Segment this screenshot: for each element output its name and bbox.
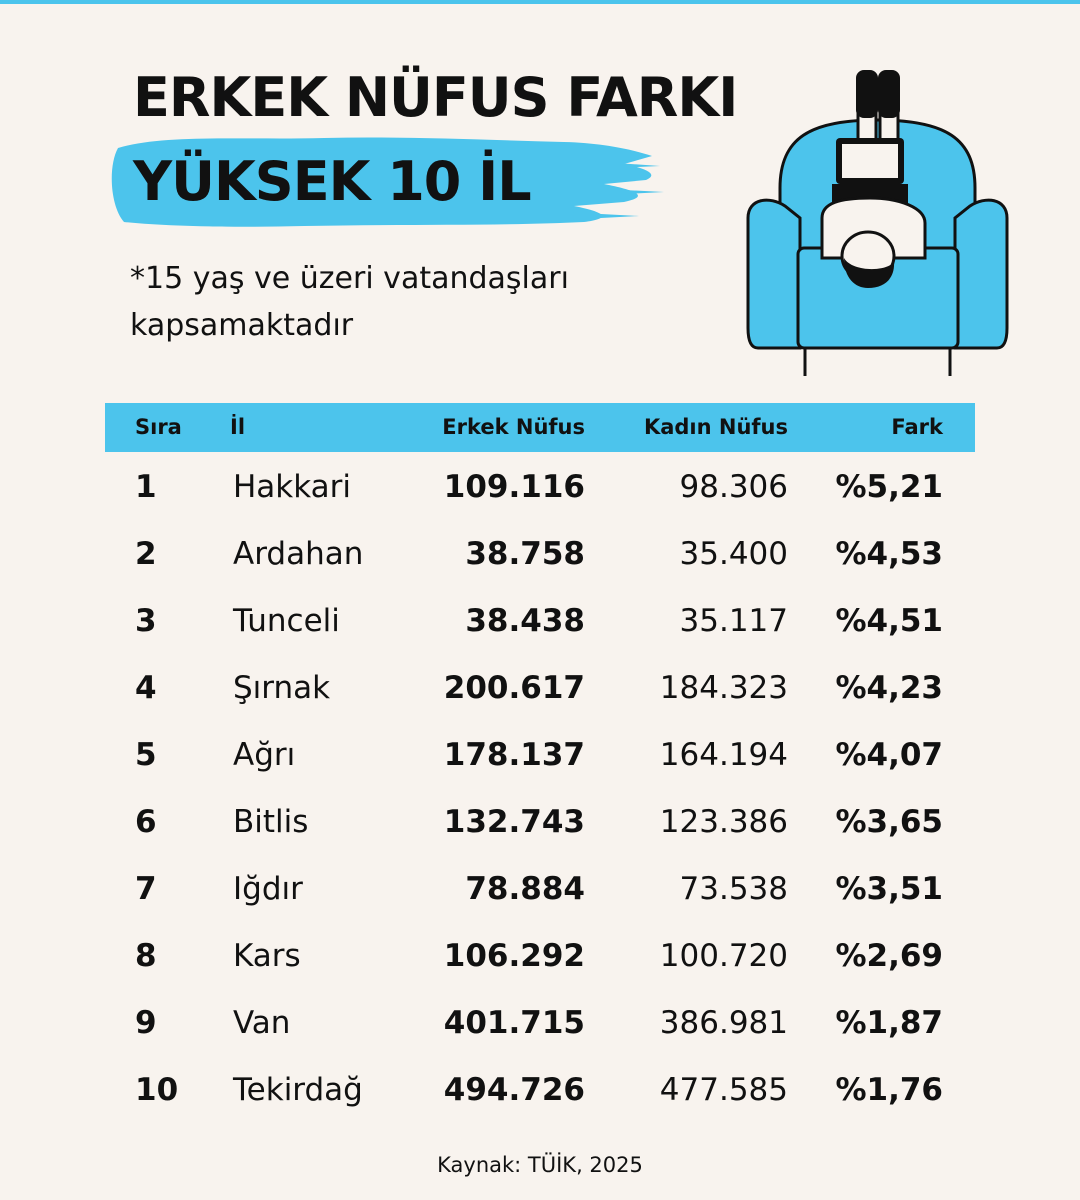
difference-cell: %1,87 bbox=[835, 1005, 943, 1041]
table-row: 2 Ardahan 38.758 35.400 %4,53 bbox=[105, 522, 975, 589]
table-row: 5 Ağrı 178.137 164.194 %4,07 bbox=[105, 723, 975, 790]
city-cell: Tunceli bbox=[233, 603, 340, 639]
difference-cell: %2,69 bbox=[835, 938, 943, 974]
table-body: 1 Hakkari 109.116 98.306 %5,21 2 Ardahan… bbox=[105, 455, 975, 1125]
header-city: İl bbox=[230, 415, 246, 439]
top-border bbox=[0, 0, 1080, 4]
difference-cell: %1,76 bbox=[835, 1072, 943, 1108]
female-population-cell: 123.386 bbox=[659, 804, 788, 840]
rank-cell: 5 bbox=[135, 737, 157, 773]
city-cell: Iğdır bbox=[233, 871, 303, 907]
female-population-cell: 184.323 bbox=[659, 670, 788, 706]
rank-cell: 7 bbox=[135, 871, 157, 907]
table-row: 10 Tekirdağ 494.726 477.585 %1,76 bbox=[105, 1058, 975, 1125]
female-population-cell: 386.981 bbox=[659, 1005, 788, 1041]
table-row: 1 Hakkari 109.116 98.306 %5,21 bbox=[105, 455, 975, 522]
female-population-cell: 477.585 bbox=[659, 1072, 788, 1108]
difference-cell: %5,21 bbox=[835, 469, 943, 505]
male-population-cell: 38.758 bbox=[465, 536, 585, 572]
city-cell: Van bbox=[233, 1005, 291, 1041]
rank-cell: 9 bbox=[135, 1005, 157, 1041]
female-population-cell: 164.194 bbox=[659, 737, 788, 773]
male-population-cell: 401.715 bbox=[443, 1005, 585, 1041]
difference-cell: %4,51 bbox=[835, 603, 943, 639]
header-female-population: Kadın Nüfus bbox=[643, 415, 788, 439]
female-population-cell: 35.400 bbox=[679, 536, 788, 572]
female-population-cell: 98.306 bbox=[679, 469, 788, 505]
city-cell: Ağrı bbox=[233, 737, 296, 773]
rank-cell: 8 bbox=[135, 938, 157, 974]
rank-cell: 1 bbox=[135, 469, 157, 505]
rank-cell: 6 bbox=[135, 804, 157, 840]
header-difference: Fark bbox=[891, 415, 943, 439]
brush-stroke-highlight bbox=[111, 137, 664, 227]
male-population-cell: 38.438 bbox=[465, 603, 585, 639]
difference-cell: %4,53 bbox=[835, 536, 943, 572]
male-population-cell: 106.292 bbox=[443, 938, 585, 974]
table-row: 8 Kars 106.292 100.720 %2,69 bbox=[105, 924, 975, 991]
table-header: Sıra İl Erkek Nüfus Kadın Nüfus Fark bbox=[105, 403, 975, 452]
table-row: 3 Tunceli 38.438 35.117 %4,51 bbox=[105, 589, 975, 656]
table-row: 9 Van 401.715 386.981 %1,87 bbox=[105, 991, 975, 1058]
male-population-cell: 178.137 bbox=[443, 737, 585, 773]
city-cell: Tekirdağ bbox=[233, 1072, 363, 1108]
person-in-armchair-with-laptop-icon bbox=[746, 70, 1009, 376]
difference-cell: %3,51 bbox=[835, 871, 943, 907]
female-population-cell: 100.720 bbox=[659, 938, 788, 974]
city-cell: Kars bbox=[233, 938, 301, 974]
female-population-cell: 73.538 bbox=[679, 871, 788, 907]
header-rank: Sıra bbox=[135, 415, 182, 439]
difference-cell: %3,65 bbox=[835, 804, 943, 840]
title-line-2: YÜKSEK 10 İL bbox=[133, 150, 532, 213]
table-row: 6 Bitlis 132.743 123.386 %3,65 bbox=[105, 790, 975, 857]
header-male-population: Erkek Nüfus bbox=[442, 415, 585, 439]
city-cell: Hakkari bbox=[233, 469, 352, 505]
table-row: 4 Şırnak 200.617 184.323 %4,23 bbox=[105, 656, 975, 723]
female-population-cell: 35.117 bbox=[679, 603, 788, 639]
coverage-note: *15 yaş ve üzeri vatandaşları kapsamakta… bbox=[130, 261, 569, 343]
difference-cell: %4,23 bbox=[835, 670, 943, 706]
city-cell: Ardahan bbox=[233, 536, 364, 572]
city-cell: Bitlis bbox=[233, 804, 309, 840]
rank-cell: 4 bbox=[135, 670, 157, 706]
male-population-cell: 109.116 bbox=[443, 469, 585, 505]
difference-cell: %4,07 bbox=[835, 737, 943, 773]
table-row: 7 Iğdır 78.884 73.538 %3,51 bbox=[105, 857, 975, 924]
rank-cell: 3 bbox=[135, 603, 157, 639]
city-cell: Şırnak bbox=[233, 670, 331, 706]
rank-cell: 10 bbox=[135, 1072, 179, 1108]
title-line-1: ERKEK NÜFUS FARKI bbox=[133, 66, 738, 129]
male-population-cell: 200.617 bbox=[443, 670, 585, 706]
male-population-cell: 494.726 bbox=[443, 1072, 585, 1108]
male-population-cell: 132.743 bbox=[443, 804, 585, 840]
male-population-cell: 78.884 bbox=[465, 871, 585, 907]
source-credit: Kaynak: TÜİK, 2025 bbox=[437, 1153, 643, 1177]
rank-cell: 2 bbox=[135, 536, 157, 572]
